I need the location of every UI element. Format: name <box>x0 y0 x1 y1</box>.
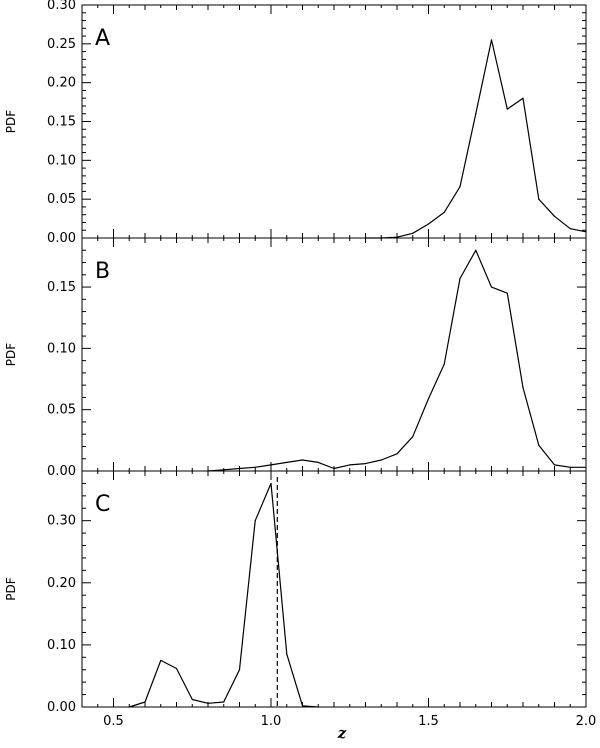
y-tick-label: 0.05 <box>47 192 76 207</box>
data-point <box>207 702 209 704</box>
series-line <box>365 39 587 239</box>
data-point <box>412 436 414 438</box>
data-point <box>490 286 493 288</box>
panel-letter: C <box>95 492 110 517</box>
data-point <box>223 469 225 471</box>
panel-letter: B <box>95 259 110 284</box>
plot-frame <box>81 4 587 239</box>
y-tick-label: 0.25 <box>47 37 76 52</box>
data-point <box>396 453 398 455</box>
y-tick-label: 0.20 <box>47 76 76 91</box>
data-point <box>506 108 508 110</box>
data-point <box>412 232 414 234</box>
y-tick-label: 0.10 <box>47 341 76 356</box>
series-line <box>207 249 586 472</box>
plot-frame <box>81 470 587 708</box>
data-point <box>427 223 430 225</box>
data-point <box>238 669 241 671</box>
data-point <box>191 698 193 701</box>
data-point <box>286 653 288 655</box>
data-point <box>522 387 524 389</box>
data-point <box>443 363 445 365</box>
data-point <box>301 459 304 461</box>
y-axis-label: PDF <box>4 110 18 133</box>
data-point <box>475 113 477 115</box>
data-point <box>569 228 571 230</box>
data-point <box>317 461 319 464</box>
panels: 0.00 0.05 0.10 0.15 0.20 0.25 0.30 PDF A 0.00 0.05… <box>4 0 596 729</box>
data-point <box>301 705 304 707</box>
x-axis-label: z <box>337 724 347 742</box>
data-point <box>506 292 508 294</box>
panel-b: 0.00 0.05 0.10 0.15 PDF B <box>4 237 587 479</box>
data-point <box>538 444 540 446</box>
x-tick-label: 1.0 <box>261 714 282 729</box>
data-point <box>238 467 241 470</box>
y-tick-label: 0.00 <box>47 700 76 715</box>
data-point <box>538 198 540 200</box>
data-point <box>175 667 178 670</box>
data-point <box>490 39 493 41</box>
data-point <box>144 701 146 703</box>
data-point <box>270 464 272 466</box>
data-point <box>522 97 524 99</box>
data-point <box>553 464 556 466</box>
x-tick-label: 0.5 <box>103 714 124 729</box>
y-tick-label: 0.15 <box>47 280 76 295</box>
y-tick-label: 0.15 <box>47 115 76 130</box>
y-tick-label: 0.30 <box>47 514 76 529</box>
data-point <box>160 659 162 662</box>
data-point <box>128 706 130 708</box>
plot-frame <box>81 237 587 472</box>
y-tick-label: 0.20 <box>47 576 76 591</box>
data-point <box>585 466 587 468</box>
data-point <box>475 249 477 251</box>
data-point <box>223 701 225 703</box>
data-point <box>270 482 272 485</box>
data-point <box>459 277 461 280</box>
y-tick-label: 0.00 <box>47 231 76 246</box>
series-line <box>129 482 319 708</box>
data-point <box>364 463 367 465</box>
data-point <box>459 186 461 188</box>
data-point <box>443 211 445 213</box>
y-tick-label: 0.10 <box>47 638 76 653</box>
data-point <box>349 464 351 466</box>
panel-letter: A <box>95 26 110 51</box>
data-point <box>286 461 288 464</box>
data-point <box>427 398 430 400</box>
x-tick-label: 2.0 <box>576 714 597 729</box>
data-point <box>254 466 256 468</box>
data-point <box>254 520 256 522</box>
data-point <box>553 215 556 217</box>
x-tick-label: 1.5 <box>418 714 439 729</box>
data-point <box>333 467 335 470</box>
y-tick-label: 0.10 <box>47 153 76 168</box>
panel-c: 0.00 0.10 0.20 0.30 PDF C 0.5 1.0 1.5 2.0 <box>4 470 597 729</box>
y-axis-label: PDF <box>4 343 18 366</box>
data-point <box>380 459 382 461</box>
y-axis-label: PDF <box>4 577 18 600</box>
data-point <box>569 466 571 468</box>
panel-a: 0.00 0.05 0.10 0.15 0.20 0.25 0.30 PDF A <box>4 0 587 246</box>
y-tick-label: 0.00 <box>47 464 76 479</box>
data-point <box>585 231 587 233</box>
data-point <box>317 706 319 708</box>
y-tick-label: 0.30 <box>47 0 76 13</box>
y-tick-label: 0.05 <box>47 403 76 418</box>
